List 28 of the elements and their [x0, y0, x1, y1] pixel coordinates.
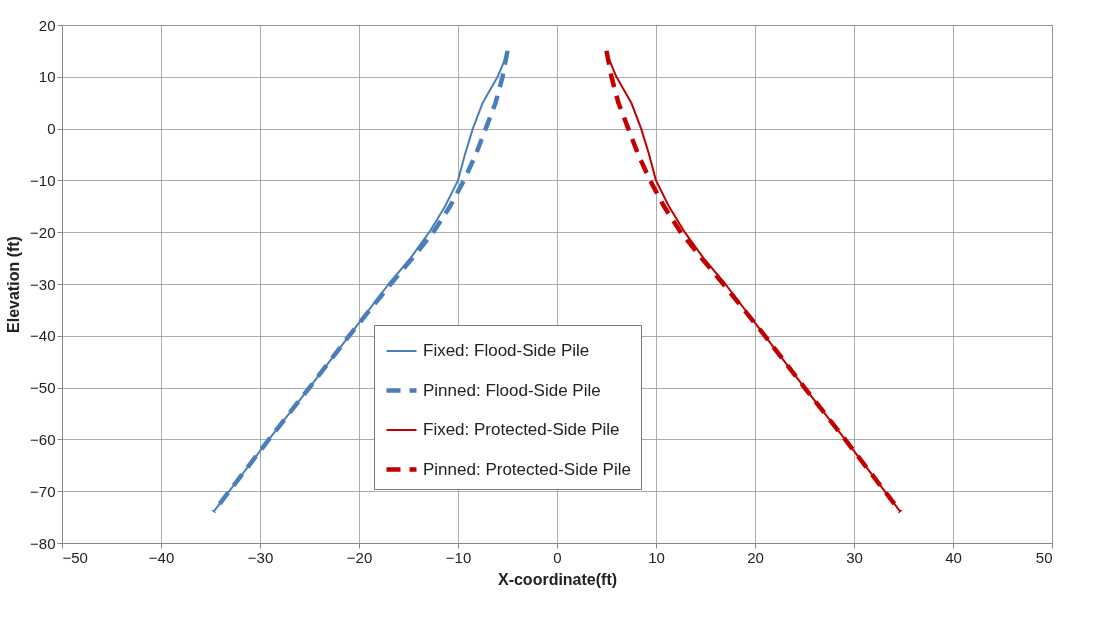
- y-tick-label: 10: [38, 68, 56, 86]
- legend-label: Pinned: Flood-Side Pile: [423, 380, 601, 400]
- y-tick-label: −50: [30, 379, 56, 397]
- x-tick-label: −40: [148, 548, 175, 566]
- y-tick-label: −70: [30, 482, 56, 500]
- x-tick-label: −50: [62, 548, 88, 566]
- y-tick-label: 0: [47, 120, 56, 138]
- legend-label: Fixed: Flood-Side Pile: [423, 341, 590, 360]
- x-tick-label: 10: [648, 548, 665, 566]
- y-tick-label: 20: [38, 16, 56, 34]
- y-tick-label: −10: [30, 171, 56, 189]
- legend-label: Fixed: Protected-Side Pile: [423, 420, 620, 439]
- x-tick-label: 30: [846, 548, 863, 566]
- x-tick-label: −30: [247, 548, 274, 566]
- x-tick-label: 0: [553, 548, 562, 566]
- y-tick-label: −30: [30, 275, 56, 293]
- legend-label: Pinned: Protected-Side Pile: [423, 459, 631, 479]
- y-tick-label: −20: [30, 223, 56, 241]
- x-tick-label: −20: [346, 548, 373, 566]
- y-tick-label: −60: [30, 430, 56, 448]
- x-axis-title: X-coordinate(ft): [497, 570, 618, 588]
- y-axis-title: Elevation (ft): [5, 236, 23, 333]
- x-tick-label: 20: [747, 548, 764, 566]
- y-tick-label: −80: [30, 534, 56, 552]
- y-tick-label: −40: [30, 327, 56, 345]
- x-tick-label: 50: [1035, 548, 1053, 566]
- x-tick-label: −10: [445, 548, 472, 566]
- x-tick-label: 40: [945, 548, 962, 566]
